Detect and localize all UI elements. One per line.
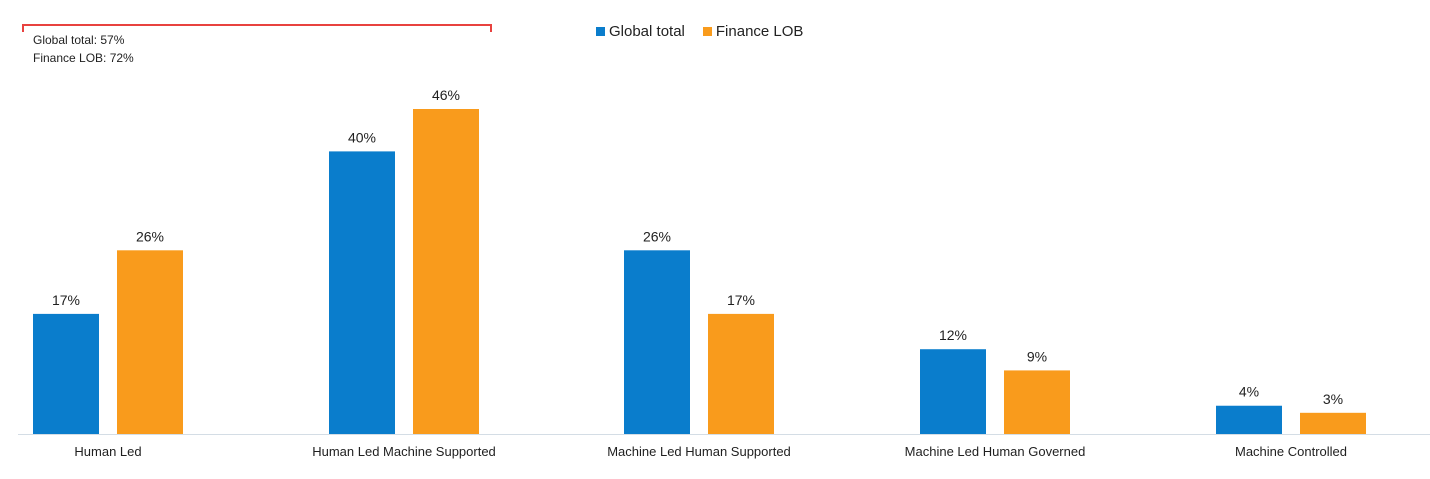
- legend-item-global-total: Global total: [596, 23, 685, 40]
- bar-global-total-machine-led-human-supported: [624, 250, 690, 434]
- data-label-finance-lob-machine-led-human-supported: 17%: [727, 292, 755, 308]
- data-label-global-total-human-led: 17%: [52, 292, 80, 308]
- category-label-machine-led-human-governed: Machine Led Human Governed: [905, 444, 1086, 459]
- annotation-bracket: [22, 24, 492, 32]
- bar-global-total-machine-controlled: [1216, 405, 1282, 434]
- bar-finance-lob-human-led-machine-supported: [413, 109, 479, 434]
- data-label-finance-lob-machine-led-human-governed: 9%: [1027, 348, 1047, 364]
- data-label-finance-lob-human-led-machine-supported: 46%: [432, 87, 460, 103]
- category-label-machine-led-human-supported: Machine Led Human Supported: [607, 444, 791, 459]
- annotation-global-total: Global total: 57%: [33, 33, 125, 47]
- data-label-global-total-machine-controlled: 4%: [1239, 384, 1259, 400]
- annotation-finance-lob: Finance LOB: 72%: [33, 51, 134, 65]
- legend-swatch-finance-lob: [702, 27, 712, 36]
- bar-finance-lob-human-led: [117, 250, 183, 434]
- category-label-human-led-machine-supported: Human Led Machine Supported: [312, 444, 496, 459]
- data-label-finance-lob-machine-controlled: 3%: [1323, 391, 1343, 407]
- data-label-global-total-machine-led-human-governed: 12%: [939, 327, 967, 343]
- data-label-global-total-human-led-machine-supported: 40%: [348, 129, 376, 145]
- data-label-global-total-machine-led-human-supported: 26%: [643, 228, 671, 244]
- bar-finance-lob-machine-controlled: [1300, 412, 1366, 434]
- category-label-machine-controlled: Machine Controlled: [1235, 444, 1347, 459]
- data-label-finance-lob-human-led: 26%: [136, 228, 164, 244]
- category-label-human-led: Human Led: [74, 444, 141, 459]
- bar-finance-lob-machine-led-human-supported: [708, 313, 774, 434]
- legend-label-global-total: Global total: [609, 23, 685, 40]
- legend-swatch-global-total: [596, 27, 605, 36]
- bar-global-total-machine-led-human-governed: [920, 349, 986, 434]
- legend: Global total Finance LOB: [596, 23, 821, 40]
- legend-label-finance-lob: Finance LOB: [715, 23, 804, 40]
- legend-item-finance-lob: Finance LOB: [702, 23, 804, 40]
- bar-global-total-human-led: [33, 313, 99, 434]
- bar-finance-lob-machine-led-human-governed: [1004, 370, 1070, 434]
- bar-global-total-human-led-machine-supported: [329, 151, 395, 435]
